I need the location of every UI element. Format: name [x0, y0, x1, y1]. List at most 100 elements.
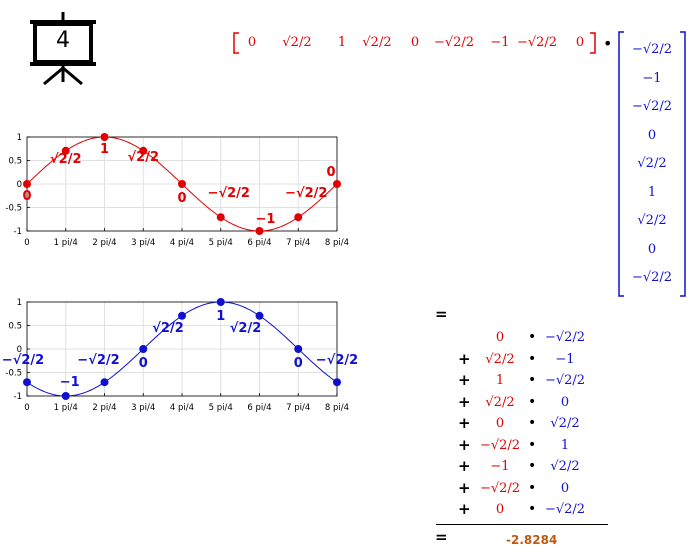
row-vector-brackets [233, 32, 596, 54]
sum-term-a: −√2/2 [479, 480, 521, 496]
data-point [23, 180, 31, 188]
sum-term-b: −√2/2 [544, 502, 586, 517]
column-vector-entry: √2/2 [637, 156, 667, 171]
x-tick-label: 4 pi/4 [170, 238, 194, 248]
data-point-label: 0 [139, 356, 148, 371]
column-vector: −√2/2 −1 −√2/2 0 √2/2 1 √2/2 0 −√2/2 [617, 30, 687, 298]
sum-plus-sign: + [458, 500, 471, 518]
sum-plus-sign: + [458, 457, 471, 475]
x-tick-label: 1 pi/4 [54, 403, 78, 413]
data-point-label: −1 [60, 375, 80, 390]
y-tick-label: -0.5 [5, 369, 22, 379]
x-tick-label: 3 pi/4 [131, 403, 155, 413]
data-point [23, 378, 31, 387]
data-point-label: −√2/2 [316, 353, 358, 368]
data-point [178, 180, 186, 188]
data-point [255, 227, 264, 235]
x-tick-label: 7 pi/4 [286, 403, 310, 413]
data-point-label: 0 [294, 356, 303, 371]
result-equals-sign: = [435, 528, 448, 546]
x-tick-label: 0 [24, 403, 29, 413]
sum-multiply-dot: • [528, 372, 537, 388]
row-vector-entry: −√2/2 [433, 35, 475, 50]
column-vector-entry: −√2/2 [631, 42, 673, 57]
y-tick-label: 1 [17, 298, 22, 308]
sum-term-b: √2/2 [550, 416, 580, 431]
column-vector-entry: −√2/2 [631, 270, 673, 285]
data-point [216, 298, 225, 306]
sum-multiply-dot: • [528, 415, 537, 431]
x-tick-label: 2 pi/4 [92, 403, 116, 413]
data-point-label: 1 [100, 142, 109, 157]
data-point-label: 0 [22, 189, 31, 204]
sum-plus-sign: + [458, 392, 471, 411]
row-vector-entry: −1 [490, 35, 510, 50]
x-tick-label: 5 pi/4 [209, 238, 233, 248]
sum-multiply-dot: • [528, 329, 537, 345]
y-tick-label: 0 [17, 180, 22, 190]
data-point [216, 213, 225, 222]
x-tick-label: 5 pi/4 [209, 403, 233, 413]
y-tick-label: -1 [14, 392, 22, 402]
sum-multiply-dot: • [528, 350, 537, 367]
sum-plus-sign: + [458, 435, 471, 454]
row-vector-entry: 0 [410, 35, 420, 50]
y-tick-label: 0.5 [8, 157, 22, 167]
row-vector-entry: 0 [575, 35, 585, 50]
column-vector-brackets [618, 31, 686, 297]
data-point-label: 1 [216, 309, 225, 324]
sum-multiply-dot: • [528, 501, 537, 517]
data-point-label: √2/2 [127, 150, 159, 165]
sum-term-b: 0 [560, 480, 570, 496]
presentation-board-icon [30, 12, 96, 86]
sum-multiply-dot: • [528, 436, 537, 453]
sum-multiply-dot: • [528, 393, 537, 410]
y-tick-label: 1 [17, 133, 22, 143]
data-point-label: −√2/2 [285, 186, 327, 201]
sum-equals-sign: = [435, 305, 448, 323]
x-tick-label: 7 pi/4 [286, 238, 310, 248]
sum-term-a: 0 [495, 502, 505, 517]
y-tick-label: -0.5 [5, 204, 22, 214]
sum-plus-sign: + [458, 349, 471, 368]
data-point [61, 392, 70, 400]
sum-plus-sign: + [458, 371, 471, 389]
sum-term-b: −1 [555, 351, 575, 367]
slide-number: 4 [56, 28, 70, 53]
row-vector: 0 √2/2 1 √2/2 0 −√2/2 −1 −√2/2 0 [232, 30, 597, 56]
data-point [61, 146, 70, 155]
data-point [333, 378, 341, 387]
sum-term-b: −√2/2 [544, 330, 586, 345]
x-tick-label: 0 [24, 238, 29, 248]
x-tick-label: 8 pi/4 [325, 403, 349, 413]
sum-term-a: 1 [495, 373, 505, 388]
data-point [100, 378, 109, 387]
sum-rule [436, 524, 608, 525]
data-point-label: −√2/2 [208, 186, 250, 201]
data-point [178, 311, 186, 320]
row-vector-entry: −√2/2 [516, 35, 558, 50]
shifted-chart: 0 1 pi/4 2 pi/4 3 pi/4 4 pi/4 5 pi/4 6 pi/4 7 p… [2, 298, 358, 413]
x-tick-label: 6 pi/4 [247, 403, 271, 413]
row-vector-entry: √2/2 [282, 35, 312, 50]
sum-term-b: −√2/2 [544, 373, 586, 388]
sum-term-a: −1 [490, 459, 510, 474]
sum-term-a: √2/2 [485, 394, 515, 410]
sum-term-a: 0 [495, 416, 505, 431]
data-point [139, 345, 148, 353]
row-vector-entry: 1 [337, 35, 347, 50]
data-point [255, 311, 264, 320]
data-point [294, 345, 303, 353]
sum-multiply-dot: • [528, 479, 537, 496]
slide-badge: 4 [26, 10, 100, 86]
data-point [100, 133, 109, 141]
row-vector-entry: 0 [247, 35, 257, 50]
y-tick-label: -1 [14, 227, 22, 237]
x-tick-label: 3 pi/4 [131, 238, 155, 248]
x-tick-label: 1 pi/4 [54, 238, 78, 248]
data-point [294, 213, 303, 222]
sine-chart: 0 1 pi/4 2 pi/4 3 pi/4 4 pi/4 5 pi/4 6 pi/4 7 p… [5, 133, 349, 248]
sum-term-a: −√2/2 [479, 437, 521, 453]
sum-term-b: √2/2 [550, 459, 580, 474]
x-tick-label: 4 pi/4 [170, 403, 194, 413]
